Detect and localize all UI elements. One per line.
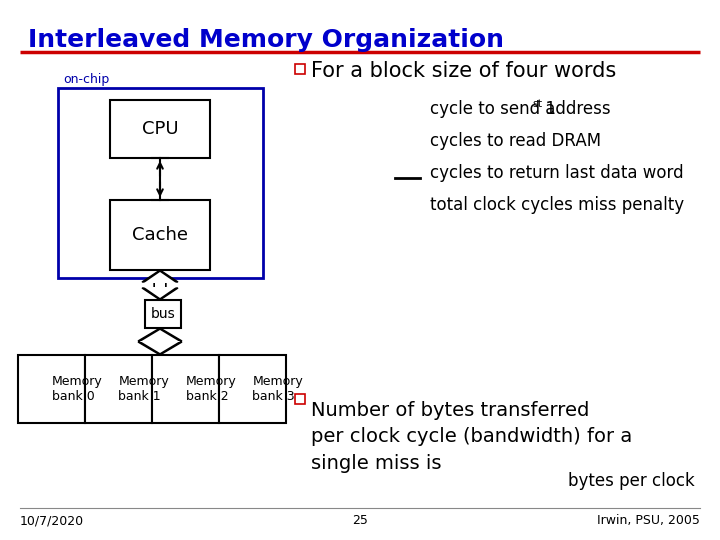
Text: address: address [540, 100, 611, 118]
Bar [110, 100, 210, 158]
Bar [295, 394, 305, 404]
Bar [58, 88, 263, 278]
Polygon shape [142, 270, 178, 300]
Text: 10/7/2020: 10/7/2020 [20, 514, 84, 527]
Text: st: st [532, 99, 542, 109]
Bar [145, 300, 181, 328]
Text: bytes per clock: bytes per clock [568, 472, 695, 490]
Bar [110, 200, 210, 270]
Text: Memory
bank 1: Memory bank 1 [119, 375, 169, 403]
Text: cycles to read DRAM: cycles to read DRAM [430, 132, 601, 150]
Text: Memory
bank 3: Memory bank 3 [253, 375, 303, 403]
Text: Cache: Cache [132, 226, 188, 244]
Polygon shape [138, 328, 182, 355]
Polygon shape [140, 330, 180, 353]
Bar [295, 64, 305, 74]
Text: Irwin, PSU, 2005: Irwin, PSU, 2005 [597, 514, 700, 527]
Text: Number of bytes transferred
per clock cycle (bandwidth) for a
single miss is: Number of bytes transferred per clock cy… [311, 401, 632, 473]
Text: Memory
bank 0: Memory bank 0 [52, 375, 102, 403]
Text: total clock cycles miss penalty: total clock cycles miss penalty [430, 196, 684, 214]
Bar [18, 355, 85, 423]
Text: on-chip: on-chip [63, 73, 109, 86]
Bar [85, 355, 152, 423]
Text: Interleaved Memory Organization: Interleaved Memory Organization [28, 28, 504, 52]
Text: Memory
bank 2: Memory bank 2 [186, 375, 236, 403]
Polygon shape [144, 272, 176, 298]
Text: cycle to send 1: cycle to send 1 [430, 100, 556, 118]
Text: CPU: CPU [142, 120, 179, 138]
Bar [152, 355, 219, 423]
Bar [219, 355, 286, 423]
Text: For a block size of four words: For a block size of four words [311, 61, 616, 81]
Text: 25: 25 [352, 514, 368, 527]
Text: cycles to return last data word: cycles to return last data word [430, 164, 683, 182]
Text: bus: bus [150, 307, 176, 321]
